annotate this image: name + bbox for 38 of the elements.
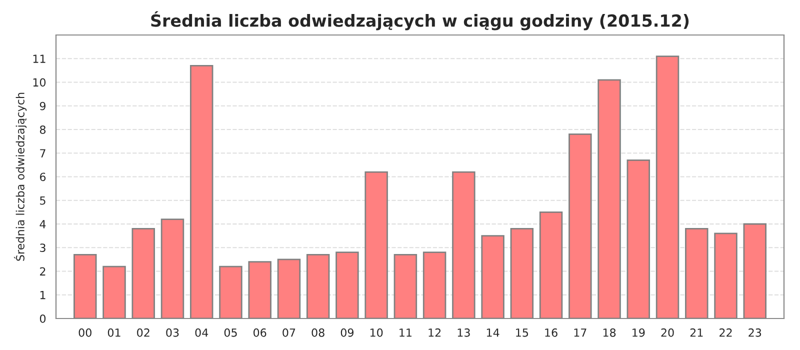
x-tick-label: 18 bbox=[603, 328, 616, 337]
y-tick-label: 4 bbox=[40, 220, 46, 228]
chart-title: Średnia liczba odwiedzających w ciągu godziny (2015.12) bbox=[151, 11, 689, 30]
x-tick-label: 04 bbox=[195, 328, 208, 337]
x-tick-label: 10 bbox=[370, 328, 383, 337]
y-tick-label: 10 bbox=[33, 78, 46, 87]
x-tick-label: 09 bbox=[340, 328, 354, 337]
x-tick-label: 06 bbox=[254, 328, 266, 337]
y-tick-label: 2 bbox=[40, 267, 46, 276]
x-tick-label: 08 bbox=[312, 328, 324, 337]
y-tick-label: 8 bbox=[40, 125, 46, 134]
x-tick-label: 02 bbox=[137, 328, 150, 337]
x-tick-label: 05 bbox=[224, 328, 237, 337]
y-axis-title: Średnia liczba odwiedzających bbox=[14, 92, 27, 261]
x-tick-label: 11 bbox=[400, 328, 412, 337]
x-tick-label: 00 bbox=[78, 328, 92, 337]
x-tick-label: 12 bbox=[428, 328, 441, 337]
x-tick-label: 22 bbox=[720, 328, 732, 337]
y-tick-label: 9 bbox=[40, 102, 46, 110]
x-tick-label: 20 bbox=[661, 328, 674, 337]
y-tick-label: 7 bbox=[40, 149, 46, 158]
y-tick-label: 5 bbox=[40, 196, 46, 205]
y-tick-label: 11 bbox=[33, 54, 46, 63]
x-tick-label: 03 bbox=[166, 328, 179, 337]
x-tick-label: 14 bbox=[486, 328, 500, 337]
y-tick-label: 6 bbox=[40, 172, 46, 182]
x-tick-label: 21 bbox=[690, 328, 703, 337]
x-tick-label: 19 bbox=[632, 328, 645, 337]
x-tick-label: 17 bbox=[574, 328, 586, 337]
x-tick-label: 16 bbox=[545, 328, 558, 337]
x-tick-label: 07 bbox=[282, 328, 296, 337]
y-tick-label: 1 bbox=[40, 290, 46, 300]
x-tick-label: 01 bbox=[108, 328, 120, 337]
x-tick-label: 15 bbox=[516, 328, 528, 337]
y-tick-label: 0 bbox=[40, 314, 46, 323]
x-tick-label: 23 bbox=[748, 328, 762, 337]
x-tick-label: 13 bbox=[458, 328, 470, 337]
y-tick-label: 3 bbox=[40, 244, 46, 252]
